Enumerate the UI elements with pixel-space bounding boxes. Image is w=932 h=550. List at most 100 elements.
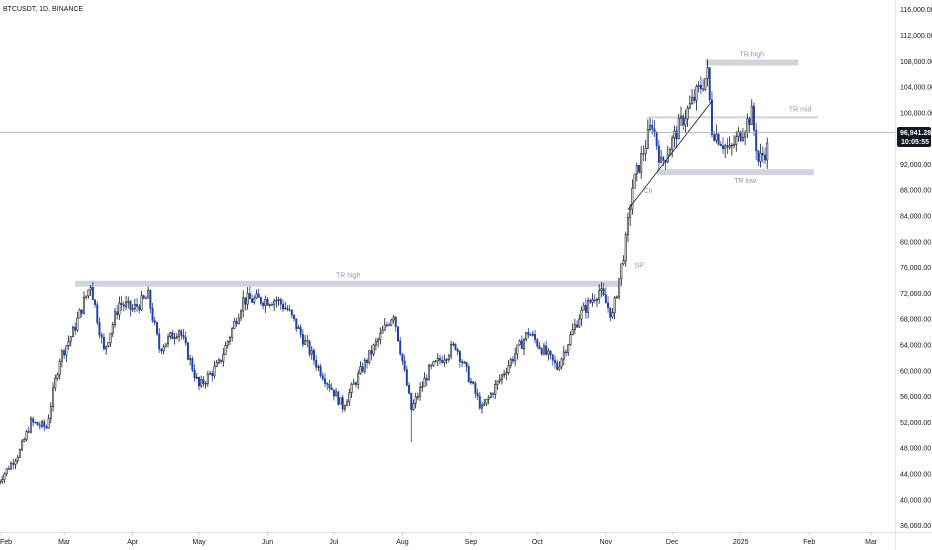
candle[interactable] — [164, 343, 167, 348]
candle[interactable] — [253, 295, 256, 305]
candle[interactable] — [514, 347, 517, 366]
candle[interactable] — [478, 391, 481, 410]
candle[interactable] — [593, 294, 596, 304]
candle[interactable] — [642, 145, 645, 162]
candle[interactable] — [255, 289, 258, 300]
candle[interactable] — [549, 350, 552, 360]
candle[interactable] — [169, 331, 172, 340]
candle[interactable] — [693, 88, 696, 104]
candle[interactable] — [350, 382, 353, 398]
candle[interactable] — [686, 105, 689, 127]
candle[interactable] — [217, 357, 220, 365]
candle[interactable] — [304, 335, 307, 345]
candle[interactable] — [629, 203, 632, 227]
candle[interactable] — [354, 380, 357, 388]
candle[interactable] — [220, 359, 223, 364]
candle[interactable] — [699, 76, 702, 95]
candle[interactable] — [328, 380, 331, 392]
candle[interactable] — [447, 353, 450, 363]
candle[interactable] — [713, 131, 716, 142]
candle[interactable] — [160, 348, 163, 355]
candle[interactable] — [171, 329, 174, 339]
candle[interactable] — [118, 296, 121, 320]
candle[interactable] — [560, 357, 563, 370]
candle[interactable] — [293, 314, 296, 322]
candle[interactable] — [202, 376, 205, 388]
candle[interactable] — [184, 331, 187, 346]
candle[interactable] — [385, 321, 388, 328]
candle[interactable] — [562, 345, 565, 366]
candle[interactable] — [133, 298, 136, 313]
candle[interactable] — [467, 364, 470, 383]
candle[interactable] — [392, 315, 395, 324]
candle[interactable] — [240, 308, 242, 322]
candle[interactable] — [741, 128, 744, 142]
candle[interactable] — [206, 370, 209, 387]
candle[interactable] — [503, 369, 506, 379]
candle[interactable] — [54, 374, 57, 392]
candle[interactable] — [511, 356, 514, 364]
candle[interactable] — [60, 349, 63, 368]
candle[interactable] — [390, 318, 393, 327]
candle[interactable] — [677, 113, 680, 140]
candle[interactable] — [613, 295, 616, 320]
candle[interactable] — [222, 347, 225, 367]
candle[interactable] — [41, 419, 43, 429]
candle[interactable] — [231, 326, 234, 342]
candle[interactable] — [640, 146, 643, 180]
candle[interactable] — [715, 124, 718, 144]
candle[interactable] — [286, 305, 289, 312]
candle[interactable] — [397, 326, 399, 342]
candle[interactable] — [425, 374, 428, 387]
candle[interactable] — [14, 458, 17, 470]
candle[interactable] — [162, 344, 165, 355]
candle[interactable] — [343, 404, 346, 412]
candle[interactable] — [16, 455, 19, 464]
candle[interactable] — [56, 372, 59, 381]
candle[interactable] — [189, 354, 192, 366]
candle[interactable] — [558, 361, 561, 371]
candle[interactable] — [573, 318, 576, 334]
candle[interactable] — [138, 303, 141, 314]
candle[interactable] — [226, 340, 229, 349]
candle[interactable] — [295, 318, 298, 332]
candle[interactable] — [649, 117, 652, 132]
candle[interactable] — [595, 297, 598, 308]
candle[interactable] — [155, 321, 158, 337]
candle[interactable] — [102, 333, 105, 351]
candle[interactable] — [47, 414, 50, 429]
candle[interactable] — [591, 293, 594, 307]
candle[interactable] — [523, 337, 526, 356]
candle[interactable] — [105, 345, 108, 355]
candle[interactable] — [737, 127, 740, 142]
candle[interactable] — [140, 290, 143, 311]
candle[interactable] — [10, 460, 13, 470]
candle[interactable] — [116, 305, 119, 320]
candle[interactable] — [388, 322, 391, 327]
candle[interactable] — [520, 335, 523, 349]
candle[interactable] — [489, 391, 492, 399]
candle[interactable] — [553, 355, 556, 369]
candle[interactable] — [12, 458, 15, 470]
candle[interactable] — [215, 359, 218, 368]
candle[interactable] — [71, 325, 74, 338]
candle[interactable] — [312, 347, 315, 366]
candle[interactable] — [122, 301, 125, 312]
candle[interactable] — [43, 419, 46, 432]
candle[interactable] — [63, 348, 66, 359]
candle[interactable] — [545, 341, 548, 356]
candle[interactable] — [244, 297, 247, 311]
candle[interactable] — [405, 365, 408, 387]
candle[interactable] — [710, 91, 713, 138]
candle[interactable] — [136, 297, 139, 312]
candle[interactable] — [180, 329, 183, 340]
candle[interactable] — [49, 402, 52, 424]
candle[interactable] — [655, 131, 658, 151]
candle[interactable] — [58, 358, 61, 380]
candle[interactable] — [113, 307, 116, 328]
candle[interactable] — [584, 298, 587, 319]
candle[interactable] — [29, 416, 32, 434]
candle[interactable] — [32, 416, 35, 427]
candle[interactable] — [198, 376, 200, 391]
candle[interactable] — [7, 465, 10, 470]
